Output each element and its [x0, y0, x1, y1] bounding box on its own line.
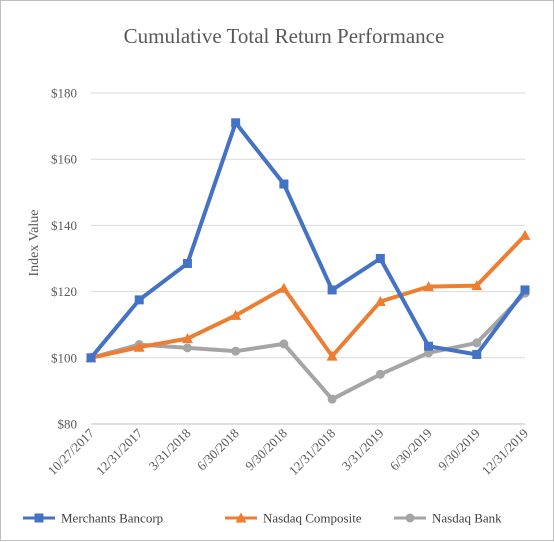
legend-label: Nasdaq Bank	[432, 511, 502, 526]
chart-title: Cumulative Total Return Performance	[124, 24, 445, 48]
x-tick-label: 6/30/2019	[387, 426, 435, 474]
data-point	[471, 280, 483, 291]
series-nasdaq-composite	[85, 229, 531, 363]
data-point	[231, 118, 241, 128]
legend-marker	[235, 512, 247, 523]
series-merchants-bancorp	[86, 118, 530, 363]
data-point	[279, 339, 289, 349]
data-point	[375, 254, 385, 263]
x-tick-label: 12/31/2018	[286, 426, 338, 478]
data-point	[424, 341, 434, 351]
x-tick-label: 3/31/2018	[146, 426, 194, 474]
legend-marker	[405, 513, 415, 523]
data-point	[520, 285, 530, 295]
data-point	[519, 229, 531, 240]
gridlines	[91, 92, 525, 425]
x-tick-label: 3/31/2019	[339, 426, 387, 474]
data-point	[326, 350, 338, 361]
x-tick-label: 9/30/2019	[435, 426, 483, 474]
y-axis-title: Index Value	[27, 210, 42, 277]
legend-label: Nasdaq Composite	[263, 511, 362, 526]
data-point	[279, 179, 289, 189]
data-point	[134, 295, 144, 305]
data-point	[472, 338, 482, 348]
data-point	[133, 341, 145, 352]
data-point	[374, 296, 386, 307]
series-line	[89, 120, 527, 360]
x-tick-label: 12/31/2017	[93, 425, 146, 478]
data-point	[86, 353, 96, 363]
legend-item: Nasdaq Bank	[394, 511, 502, 526]
x-tick-label: 12/31/2019	[479, 426, 531, 478]
legend-item: Nasdaq Composite	[225, 511, 362, 526]
series-lines	[85, 118, 531, 404]
data-point	[472, 349, 482, 359]
y-tick-label: $80	[58, 417, 78, 432]
data-point	[327, 394, 337, 404]
legend-item: Merchants Bancorp	[23, 511, 163, 526]
legend-marker	[34, 513, 44, 523]
legend: Merchants Bancorp Nasdaq Composite Nasdaq …	[23, 511, 502, 526]
y-tick-label: $120	[51, 284, 77, 299]
y-axis-ticks: $80 $100 $120 $140 $160 $180	[51, 86, 77, 432]
x-tick-label: 9/30/2018	[242, 426, 290, 474]
y-tick-label: $180	[51, 86, 77, 101]
y-tick-label: $100	[51, 350, 77, 365]
data-point	[423, 281, 435, 292]
data-point	[327, 285, 337, 295]
series-line	[89, 291, 527, 402]
x-tick-label: 10/27/2017	[45, 425, 98, 478]
y-tick-label: $160	[51, 152, 77, 167]
series-line	[89, 233, 527, 360]
data-point	[231, 346, 241, 356]
y-tick-label: $140	[51, 218, 77, 233]
data-point	[181, 333, 193, 344]
data-point	[278, 282, 290, 293]
legend-label: Merchants Bancorp	[61, 511, 163, 526]
data-point	[182, 343, 192, 353]
data-point	[230, 309, 242, 320]
x-tick-label: 6/30/2018	[194, 426, 242, 474]
data-point	[375, 369, 385, 379]
data-point	[182, 258, 192, 268]
